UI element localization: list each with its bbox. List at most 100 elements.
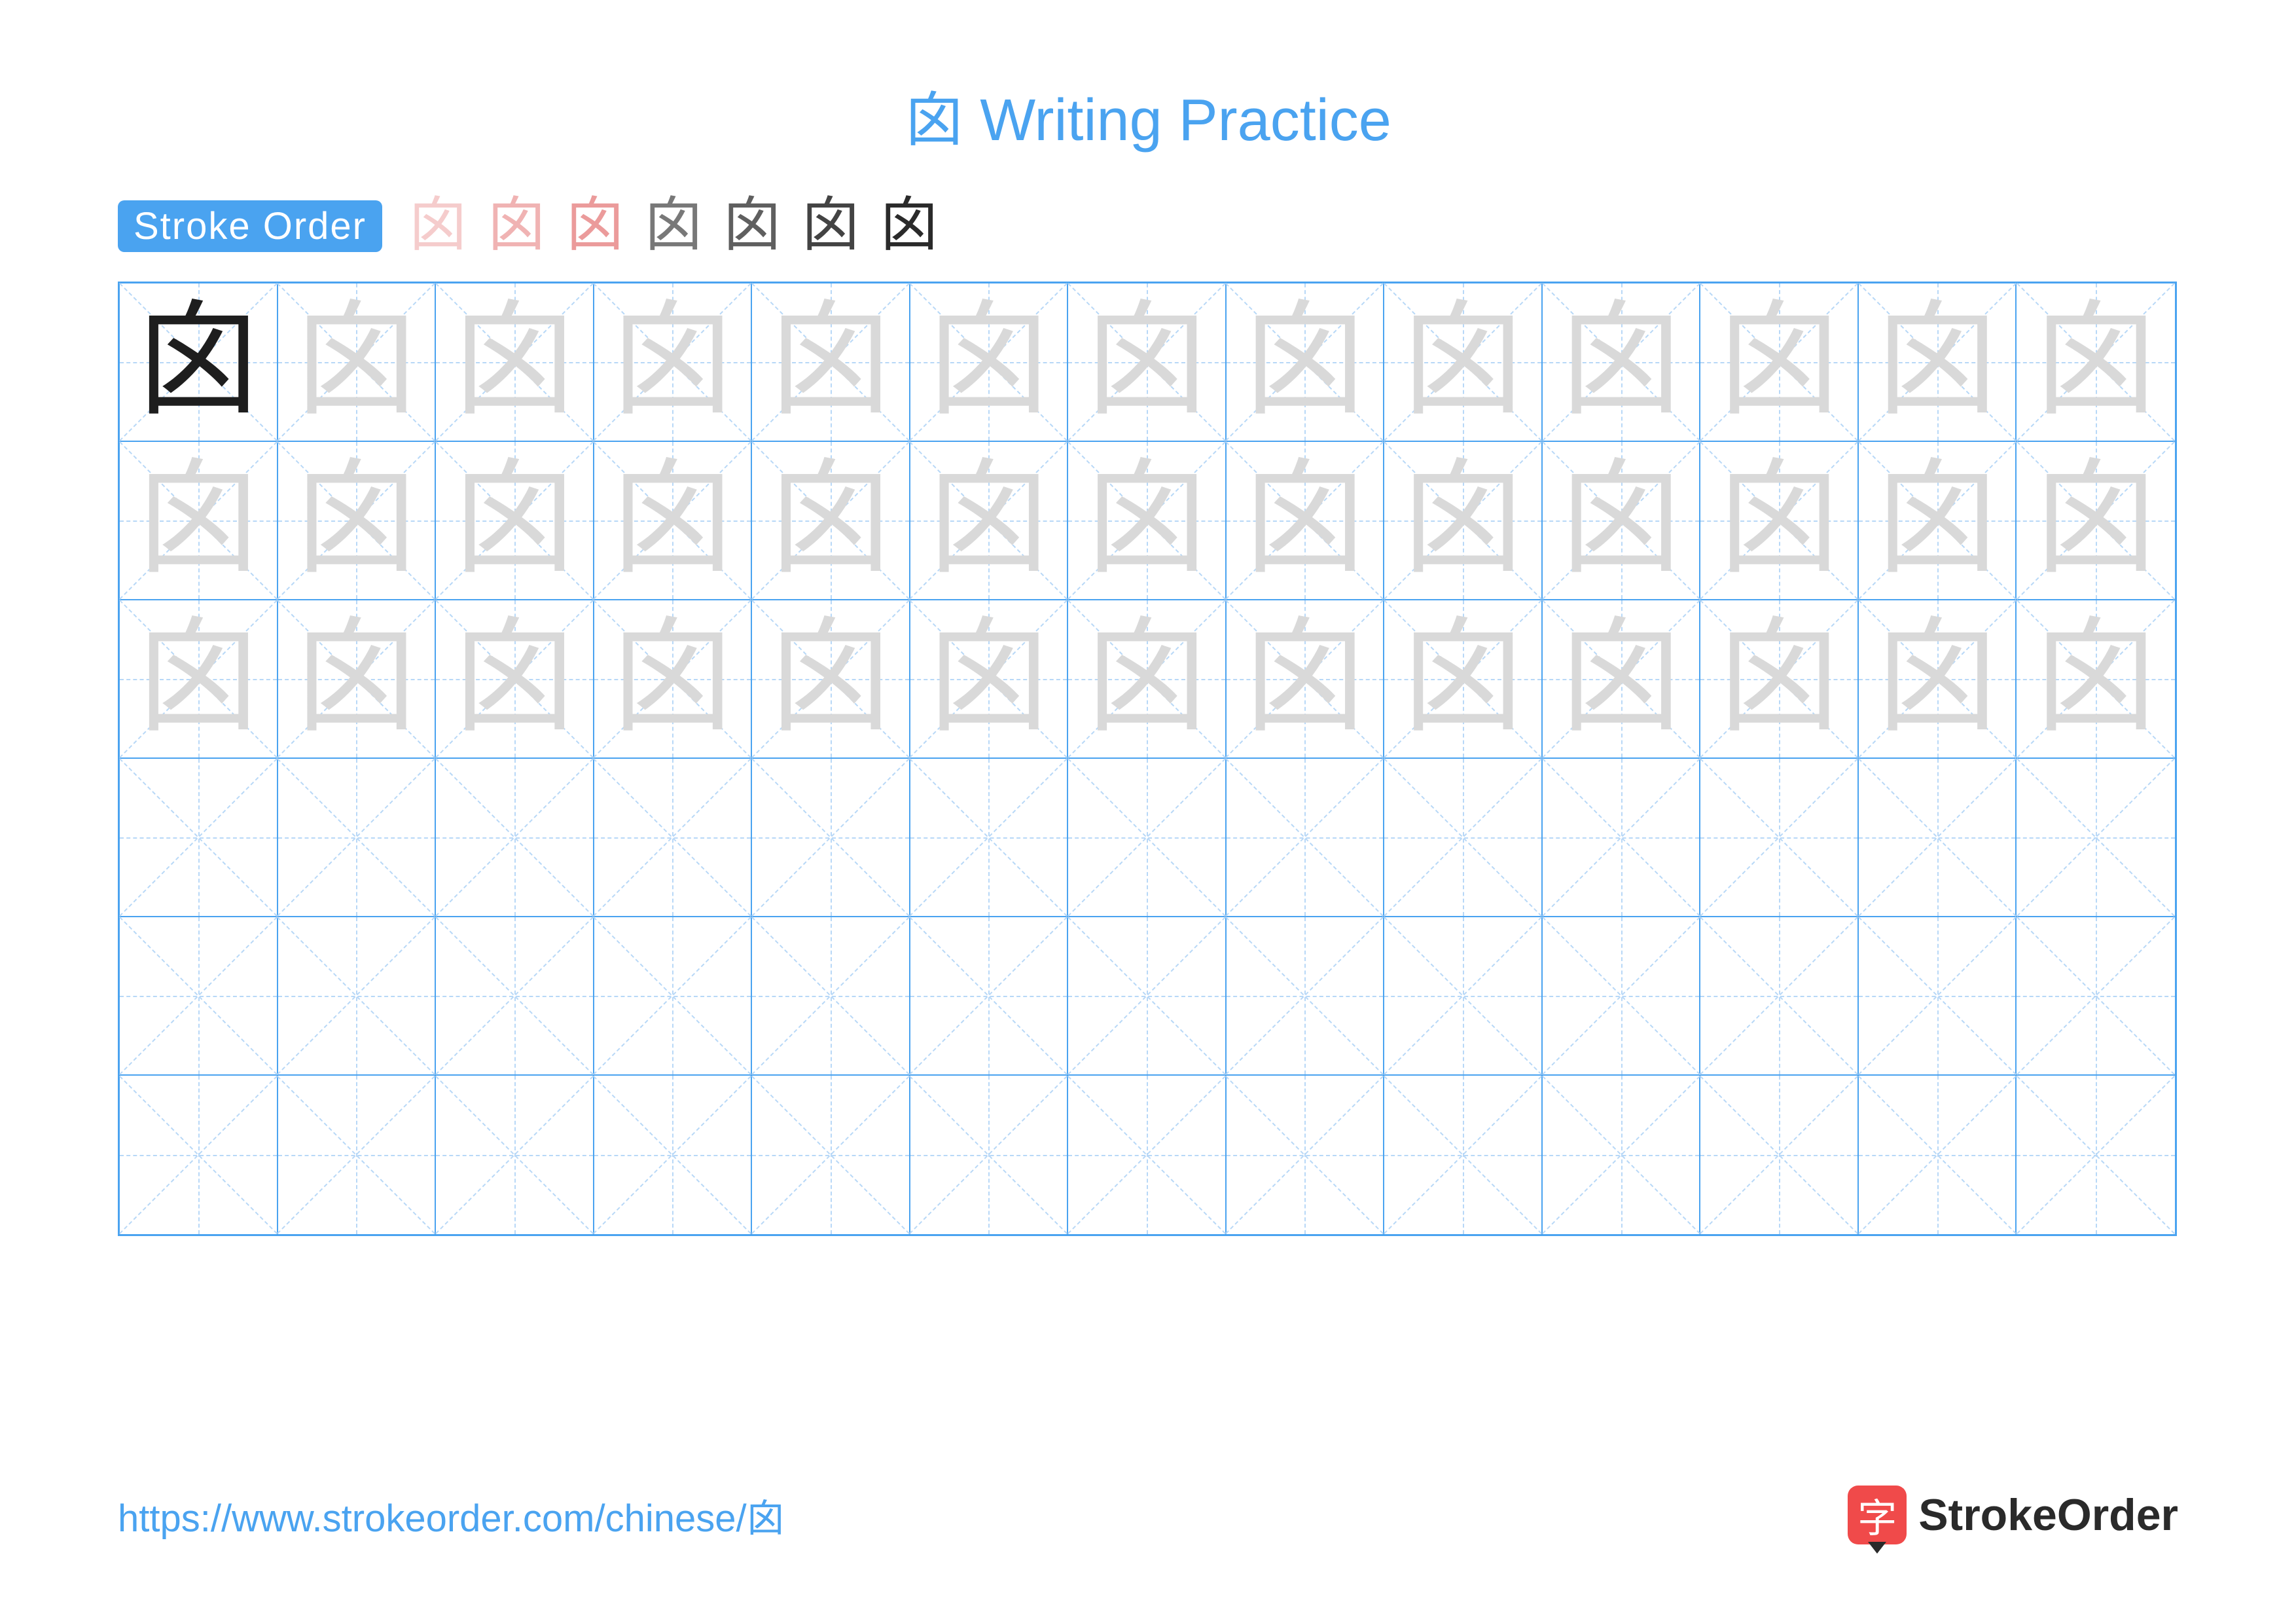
grid-cell: [1384, 759, 1543, 917]
trace-character: 囟: [610, 617, 734, 741]
grid-cell: [910, 759, 1069, 917]
grid-cell: [1859, 1076, 2017, 1234]
trace-character: 囟: [1401, 617, 1525, 741]
trace-character: 囟: [610, 458, 734, 583]
trace-character: 囟: [926, 617, 1050, 741]
grid-cell: 囟: [1700, 283, 1859, 442]
logo: 字 StrokeOrder: [1848, 1486, 2178, 1544]
trace-character: 囟: [2034, 617, 2158, 741]
grid-cell: [278, 1076, 437, 1234]
grid-cell: 囟: [1384, 283, 1543, 442]
grid-cell: 囟: [2017, 283, 2175, 442]
trace-character: 囟: [768, 300, 893, 424]
grid-cell: [1227, 759, 1385, 917]
trace-character: 囟: [1717, 300, 1841, 424]
grid-cell: 囟: [120, 283, 278, 442]
trace-character: 囟: [1875, 458, 2000, 583]
grid-cell: 囟: [594, 600, 753, 759]
grid-cell: [278, 917, 437, 1076]
grid-cell: [910, 1076, 1069, 1234]
grid-cell: [1700, 917, 1859, 1076]
trace-character: 囟: [1717, 617, 1841, 741]
footer: https://www.strokeorder.com/chinese/囟 字 …: [118, 1486, 2178, 1544]
grid-cell: 囟: [1384, 600, 1543, 759]
grid-row: [120, 917, 2175, 1076]
grid-cell: [2017, 759, 2175, 917]
grid-cell: 囟: [910, 442, 1069, 600]
grid-cell: 囟: [1543, 283, 1701, 442]
grid-cell: 囟: [1700, 600, 1859, 759]
trace-character: 囟: [926, 458, 1050, 583]
grid-row: [120, 1076, 2175, 1234]
grid-cell: [1700, 1076, 1859, 1234]
trace-character: 囟: [452, 300, 577, 424]
grid-cell: 囟: [1227, 600, 1385, 759]
grid-cell: 囟: [120, 442, 278, 600]
stroke-step: 囟: [559, 196, 631, 255]
grid-cell: [2017, 1076, 2175, 1234]
grid-cell: [1068, 917, 1227, 1076]
grid-cell: 囟: [1068, 600, 1227, 759]
grid-cell: 囟: [278, 283, 437, 442]
trace-character: 囟: [1559, 617, 1683, 741]
trace-character: 囟: [926, 300, 1050, 424]
trace-character: 囟: [768, 617, 893, 741]
grid-cell: [1859, 917, 2017, 1076]
grid-cell: 囟: [1068, 442, 1227, 600]
trace-character: 囟: [452, 617, 577, 741]
trace-character: 囟: [1085, 300, 1209, 424]
grid-cell: [752, 917, 910, 1076]
trace-character: 囟: [294, 300, 418, 424]
grid-row: 囟囟囟囟囟囟囟囟囟囟囟囟囟: [120, 442, 2175, 600]
grid-cell: [436, 1076, 594, 1234]
grid-cell: [1227, 1076, 1385, 1234]
stroke-sequence: 囟囟囟囟囟囟囟: [402, 196, 945, 255]
grid-cell: [1700, 759, 1859, 917]
grid-cell: 囟: [436, 600, 594, 759]
grid-cell: [1227, 917, 1385, 1076]
grid-cell: [752, 759, 910, 917]
grid-cell: 囟: [1700, 442, 1859, 600]
grid-cell: 囟: [594, 442, 753, 600]
page-title: 囟 Writing Practice: [118, 72, 2178, 157]
example-character: 囟: [136, 300, 260, 424]
stroke-step: 囟: [637, 196, 709, 255]
grid-cell: [436, 917, 594, 1076]
grid-cell: [436, 759, 594, 917]
grid-cell: [1068, 759, 1227, 917]
grid-cell: 囟: [1384, 442, 1543, 600]
trace-character: 囟: [610, 300, 734, 424]
stroke-step: 囟: [873, 196, 945, 255]
grid-cell: [278, 759, 437, 917]
trace-character: 囟: [1242, 617, 1367, 741]
trace-character: 囟: [1401, 300, 1525, 424]
grid-cell: [910, 917, 1069, 1076]
grid-cell: [594, 759, 753, 917]
grid-cell: 囟: [752, 442, 910, 600]
grid-cell: [1384, 1076, 1543, 1234]
grid-cell: 囟: [436, 283, 594, 442]
stroke-order-badge: Stroke Order: [118, 200, 382, 252]
stroke-step: 囟: [402, 196, 474, 255]
trace-character: 囟: [136, 458, 260, 583]
grid-cell: [1068, 1076, 1227, 1234]
grid-cell: 囟: [1543, 442, 1701, 600]
grid-cell: 囟: [1543, 600, 1701, 759]
grid-cell: 囟: [1859, 600, 2017, 759]
grid-cell: 囟: [594, 283, 753, 442]
footer-url: https://www.strokeorder.com/chinese/囟: [118, 1487, 785, 1542]
grid-cell: 囟: [1859, 283, 2017, 442]
grid-row: [120, 759, 2175, 917]
grid-cell: 囟: [1068, 283, 1227, 442]
grid-cell: 囟: [1859, 442, 2017, 600]
stroke-step: 囟: [716, 196, 788, 255]
logo-icon: 字: [1848, 1486, 1907, 1544]
grid-cell: 囟: [910, 283, 1069, 442]
grid-cell: 囟: [2017, 442, 2175, 600]
grid-cell: 囟: [436, 442, 594, 600]
trace-character: 囟: [294, 617, 418, 741]
practice-grid: 囟囟囟囟囟囟囟囟囟囟囟囟囟囟囟囟囟囟囟囟囟囟囟囟囟囟囟囟囟囟囟囟囟囟囟囟囟囟囟: [118, 282, 2177, 1236]
grid-cell: [2017, 917, 2175, 1076]
grid-cell: 囟: [278, 442, 437, 600]
logo-text: StrokeOrder: [1918, 1489, 2178, 1541]
